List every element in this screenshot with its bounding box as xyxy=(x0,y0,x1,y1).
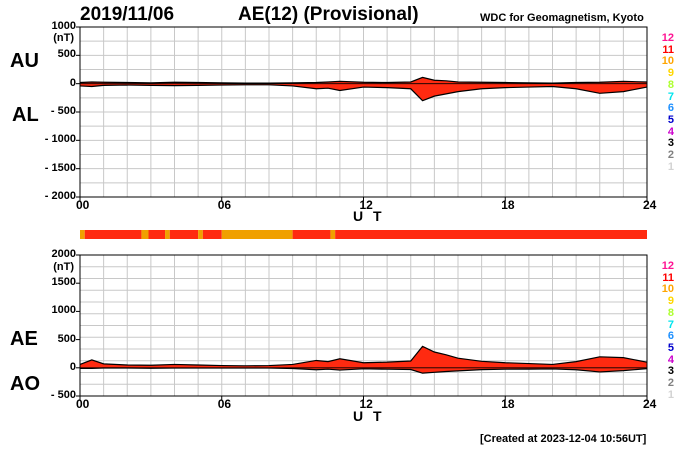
al-label: AL xyxy=(12,104,39,126)
y-tick-label: - 500 xyxy=(50,105,76,117)
legend-level-3: 3 xyxy=(667,365,674,378)
legend-level-12: 12 xyxy=(661,32,674,44)
x-tick-label: 06 xyxy=(217,198,232,212)
legend-level-5: 5 xyxy=(667,113,674,126)
legend-level-4: 4 xyxy=(667,125,674,138)
top-xlabel: U T xyxy=(353,208,385,224)
quality-segment-partial xyxy=(80,230,85,239)
y-tick-label: 500 xyxy=(57,332,76,345)
legend-level-12: 12 xyxy=(661,260,674,272)
x-tick-label: 12 xyxy=(359,397,373,411)
quality-segment-partial xyxy=(221,230,293,239)
legend-level-4: 4 xyxy=(667,353,674,366)
quality-segment-good xyxy=(169,230,199,239)
panel-au-al xyxy=(76,26,648,201)
legend-level-11: 11 xyxy=(662,271,674,284)
legend-level-8: 8 xyxy=(667,306,674,319)
legend-level-3: 3 xyxy=(667,137,674,150)
quality-segment-partial xyxy=(141,230,149,239)
legend-level-10: 10 xyxy=(661,55,674,68)
x-tick-label: 24 xyxy=(643,198,657,212)
data-quality-strip xyxy=(80,230,647,239)
x-tick-label: 18 xyxy=(501,397,515,411)
legend-level-5: 5 xyxy=(667,341,674,354)
legend-level-2: 2 xyxy=(667,149,674,161)
chart-date: 2019/11/06 xyxy=(80,4,175,25)
y-tick-label: - 500 xyxy=(50,389,76,401)
y-tick-label: 0 xyxy=(69,76,76,89)
legend-level-6: 6 xyxy=(667,330,674,343)
series-au xyxy=(79,76,648,84)
x-tick-label: 18 xyxy=(501,198,515,212)
x-tick-label: 24 xyxy=(643,397,657,411)
legend-level-8: 8 xyxy=(667,78,674,91)
legend-level-9: 9 xyxy=(667,67,674,80)
quality-segment-good xyxy=(292,230,331,239)
y-tick-label: - 2000 xyxy=(44,190,76,202)
legend-level-10: 10 xyxy=(661,283,674,296)
quality-segment-partial xyxy=(165,230,170,239)
panel-ae-ao xyxy=(76,254,648,400)
bottom-yunit: (nT) xyxy=(53,261,74,273)
series-ae xyxy=(79,345,648,367)
legend-level-2: 2 xyxy=(667,377,674,389)
au-label: AU xyxy=(10,50,39,72)
y-tick-label: - 1000 xyxy=(44,133,76,146)
quality-segment-partial xyxy=(198,230,203,239)
bottom-xlabel: U T xyxy=(353,408,385,424)
chart-title: AE(12) (Provisional) xyxy=(238,4,419,25)
y-tick-label: 1000 xyxy=(51,304,76,317)
envelope-fill xyxy=(80,346,647,374)
legend-level-1: 1 xyxy=(667,388,674,401)
ae-label: AE xyxy=(10,328,38,350)
legend-level-6: 6 xyxy=(667,102,674,115)
quality-segment-partial xyxy=(330,230,336,239)
legend-level-1: 1 xyxy=(667,160,674,173)
legend-level-9: 9 xyxy=(667,295,674,308)
x-tick-label: 12 xyxy=(359,198,373,212)
quality-segment-good xyxy=(202,230,222,239)
created-timestamp: [Created at 2023-12-04 10:56UT] xyxy=(480,433,647,445)
y-tick-label: 2000 xyxy=(51,248,76,260)
quality-segment-good xyxy=(148,230,166,239)
x-tick-label: 00 xyxy=(76,198,90,212)
y-tick-label: 0 xyxy=(69,360,76,373)
x-tick-label: 06 xyxy=(217,397,232,411)
top-yunit: (nT) xyxy=(53,32,74,44)
quality-segment-good xyxy=(84,230,142,239)
y-tick-label: 1500 xyxy=(51,276,76,289)
y-tick-label: 500 xyxy=(57,48,76,61)
organization-label: WDC for Geomagnetism, Kyoto xyxy=(480,12,644,24)
series-al xyxy=(79,84,648,102)
y-tick-label: - 1500 xyxy=(44,161,76,174)
ao-label: AO xyxy=(10,373,40,395)
legend-level-11: 11 xyxy=(662,43,674,56)
legend-level-7: 7 xyxy=(667,318,674,331)
legend-level-7: 7 xyxy=(667,90,674,103)
quality-segment-good xyxy=(335,230,647,239)
y-tick-label: 1000 xyxy=(51,20,76,32)
x-tick-label: 00 xyxy=(76,397,90,411)
